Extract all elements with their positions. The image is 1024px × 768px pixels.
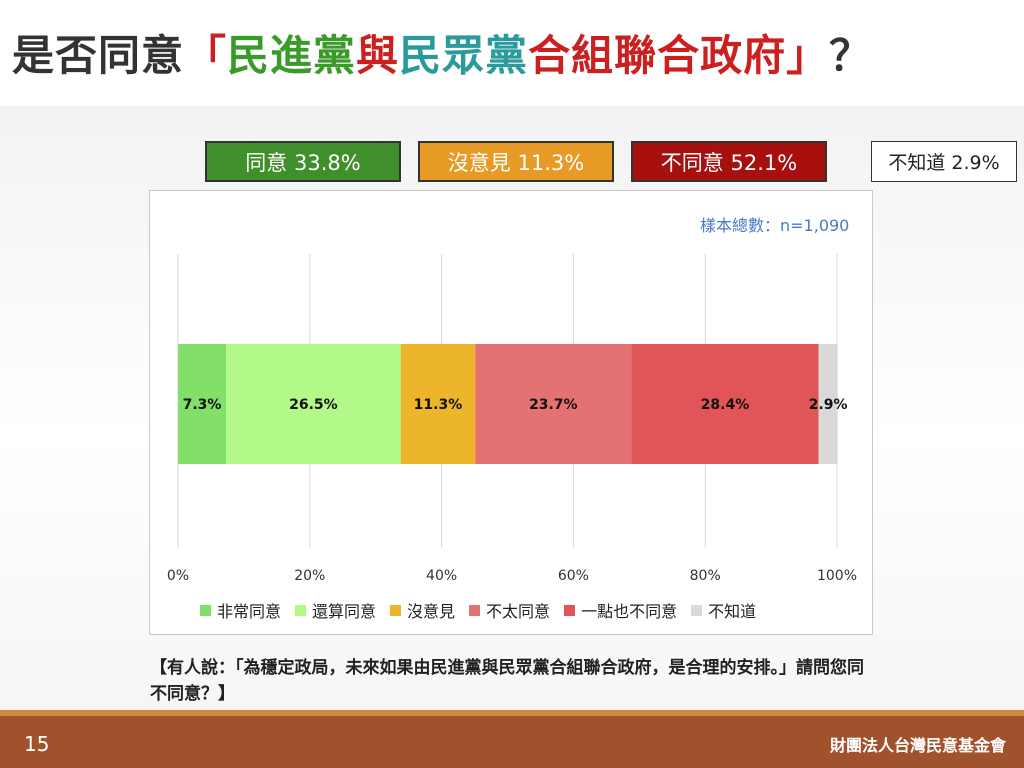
- legend-swatch: [564, 604, 576, 616]
- title-part: 民眾黨: [399, 31, 529, 80]
- bar-segment: [818, 344, 838, 464]
- footer-accent-line: [0, 710, 1024, 716]
- bar-data-label: 23.7%: [529, 397, 578, 413]
- page-number: 15: [24, 732, 50, 756]
- legend-swatch: [390, 604, 402, 616]
- legend-swatch: [691, 604, 703, 616]
- legend-label: 非常同意: [217, 602, 282, 621]
- organization-name: 財團法人台灣民意基金會: [829, 736, 1006, 755]
- survey-question-text: 【有人說：「為穩定政局，未來如果由民進黨與民眾黨合組聯合政府，是合理的安排。」請…: [150, 658, 864, 704]
- sample-size-label: 樣本總數：n=1,090: [700, 216, 850, 235]
- title-part: 是否同意: [12, 31, 185, 80]
- bar-segment: [631, 344, 819, 464]
- title-part: 民進黨: [227, 31, 357, 80]
- legend-label: 不知道: [708, 602, 757, 621]
- legend-swatch: [200, 604, 211, 616]
- legend-swatch: [469, 604, 481, 616]
- slide-title: 是否同意「民進黨與民眾黨合組聯合政府」？: [12, 22, 872, 83]
- bar-segment: [178, 344, 227, 464]
- bar-data-label: 7.3%: [183, 397, 222, 413]
- bar-data-label: 26.5%: [289, 397, 338, 413]
- legend-item: 不知道: [691, 598, 756, 622]
- legend-label: 一點也不同意: [581, 602, 678, 621]
- legend-label: 沒意見: [407, 602, 456, 621]
- legend-swatch: [295, 604, 307, 616]
- bar-data-label: 11.3%: [414, 397, 463, 413]
- bar-data-label: 28.4%: [701, 397, 750, 413]
- footer-bar: 15 財團法人台灣民意基金會: [0, 716, 1024, 768]
- legend-item: 不太同意: [469, 598, 550, 622]
- title-part: ？: [829, 31, 873, 80]
- title-part: 合組聯合政府: [528, 31, 787, 80]
- title-part: 」: [786, 31, 830, 80]
- legend-label: 不太同意: [486, 602, 551, 621]
- x-tick-label: 80%: [690, 568, 721, 584]
- legend-item: 還算同意: [295, 598, 376, 622]
- x-tick-label: 0%: [167, 568, 189, 584]
- x-tick-label: 100%: [817, 568, 857, 584]
- summary-disagree-box: 不同意 52.1%: [631, 141, 827, 182]
- bar-data-label: 2.9%: [809, 397, 848, 413]
- chart-legend: 非常同意 還算同意 沒意見 不太同意 一點也不同意 不知道: [200, 598, 770, 622]
- bar-segment: [400, 344, 476, 464]
- bar-segment: [226, 344, 401, 464]
- summary-no-opinion-box: 沒意見 11.3%: [418, 141, 614, 182]
- summary-unknown-box: 不知道 2.9%: [871, 141, 1017, 182]
- legend-item: 非常同意: [200, 598, 281, 622]
- summary-agree-box: 同意 33.8%: [205, 141, 401, 182]
- x-tick-label: 60%: [558, 568, 589, 584]
- title-part: 「: [184, 31, 228, 80]
- legend-label: 還算同意: [312, 602, 377, 621]
- title-bar: 是否同意「民進黨與民眾黨合組聯合政府」？: [0, 0, 1024, 106]
- x-tick-label: 40%: [426, 568, 457, 584]
- title-part: 與: [356, 31, 400, 80]
- x-tick-label: 20%: [294, 568, 325, 584]
- bar-segment: [475, 344, 632, 464]
- legend-item: 一點也不同意: [564, 598, 677, 622]
- legend-item: 沒意見: [390, 598, 455, 622]
